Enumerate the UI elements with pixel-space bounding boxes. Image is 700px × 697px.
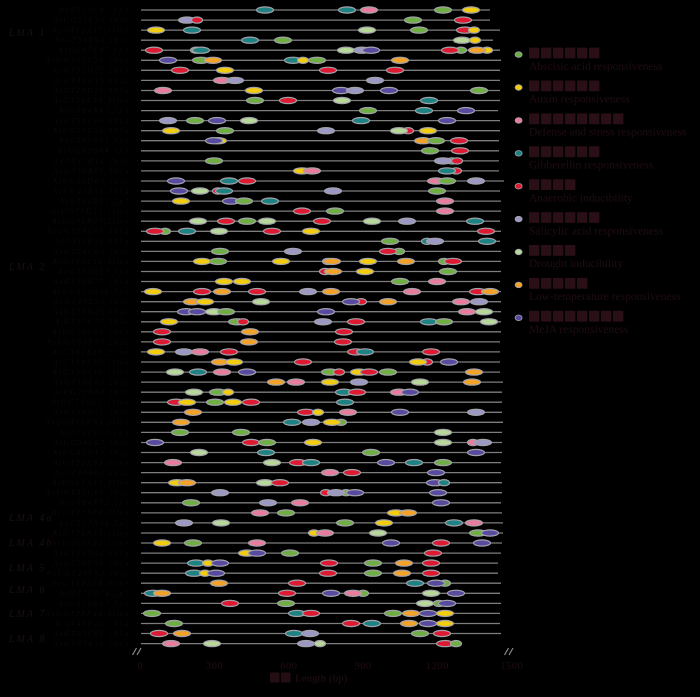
svg-text:AsGT78B74.2p1: AsGT78B74.2p1 xyxy=(58,589,130,598)
svg-text:LMA 6: LMA 6 xyxy=(8,585,46,596)
svg-text:AeGT18B82.301a: AeGT18B82.301a xyxy=(52,166,130,175)
svg-text:Anaerobic inducibility: Anaerobic inducibility xyxy=(529,192,633,204)
svg-text:AtUG67E45.1p1: AtUG67E45.1p1 xyxy=(57,46,130,55)
svg-text:AsUGT58E69.301a: AsUGT58E69.301a xyxy=(45,227,130,236)
svg-text:AsGT21D22.201a: AsGT21D22.201a xyxy=(52,66,130,75)
svg-text:AtUG70G62.1like: AtUG70G62.1like xyxy=(50,398,130,407)
svg-text:AtGT35F93.3b2c: AtGT35F93.3b2c xyxy=(54,36,130,45)
svg-text:AtUG45D41.1b2c: AtUG45D41.1b2c xyxy=(52,448,130,457)
svg-text:AeGT19E40.2b2c: AeGT19E40.2b2c xyxy=(52,378,130,387)
svg-text:AsGT90A39.1like: AsGT90A39.1like xyxy=(51,368,130,377)
svg-text:900: 900 xyxy=(354,661,371,672)
svg-text:AtGT25D20.301a: AtGT25D20.301a xyxy=(52,86,130,95)
svg-text:AtGT22A93.3like: AtGT22A93.3like xyxy=(52,458,130,467)
svg-text:AtGT94F72.1p1: AtGT94F72.1p1 xyxy=(59,498,130,507)
svg-text:LMA 4a: LMA 4a xyxy=(8,513,53,524)
svg-text:AtGT64E61.2p1: AtGT64E61.2p1 xyxy=(59,197,130,206)
svg-text:0: 0 xyxy=(137,661,143,672)
svg-text:AsUGT12A56.2p1: AsUGT12A56.2p1 xyxy=(51,287,130,296)
svg-text:AtUG79B83.3b2c: AtUG79B83.3b2c xyxy=(52,388,130,397)
svg-text:AtUG79G98.101a: AtUG79G98.101a xyxy=(51,327,130,336)
svg-text:AeGT17B14.2b2c: AeGT17B14.2b2c xyxy=(52,156,130,165)
svg-text:AsGT43E32.3like: AsGT43E32.3like xyxy=(51,257,130,266)
svg-text:LMA 2: LMA 2 xyxy=(8,262,46,273)
svg-text:LMA 4b: LMA 4b xyxy=(8,538,53,549)
svg-text:AeGT37A84.3like: AeGT37A84.3like xyxy=(51,508,130,517)
svg-text:AsGT13A37.1like: AsGT13A37.1like xyxy=(51,26,130,35)
svg-text:AeGT30E77.101a: AeGT30E77.101a xyxy=(52,277,130,286)
svg-text:AtUG75D21.1like: AtUG75D21.1like xyxy=(50,207,130,216)
svg-text:AeGT91E87.1p1: AeGT91E87.1p1 xyxy=(57,267,130,276)
svg-text:AsGT58C68.301a: AsGT58C68.301a xyxy=(52,116,130,125)
svg-text:300: 300 xyxy=(206,661,223,672)
svg-text:AtUG61A82.1like: AtUG61A82.1like xyxy=(51,538,130,547)
svg-text:AtUG57C36.301a: AtUG57C36.301a xyxy=(52,126,130,135)
svg-text:AsGT40B62.2b2c: AsGT40B62.2b2c xyxy=(53,468,130,477)
svg-text:AeGT17A84.2p1: AeGT17A84.2p1 xyxy=(57,518,130,527)
svg-text:600: 600 xyxy=(280,661,297,672)
svg-text:Abscisic acid responsiveness: Abscisic acid responsiveness xyxy=(529,61,663,73)
svg-text:AeGT36F50.101a: AeGT36F50.101a xyxy=(52,559,130,568)
svg-text:AsUGT79F48.3like: AsUGT79F48.3like xyxy=(44,609,130,618)
svg-text:AsGT40E20.1b2c: AsGT40E20.1b2c xyxy=(53,297,130,306)
svg-text:AtGT56E34.3like: AtGT56E34.3like xyxy=(52,96,130,105)
svg-text:AtUG90B97.2like: AtUG90B97.2like xyxy=(51,217,130,226)
svg-text:LMA 5: LMA 5 xyxy=(8,563,46,574)
svg-text:AeGT19A68.3like: AeGT19A68.3like xyxy=(51,579,130,588)
svg-text:MeJA responsiveness: MeJA responsiveness xyxy=(529,324,629,336)
svg-text:AsUGT43G68.2b2c: AsUGT43G68.2b2c xyxy=(45,488,130,497)
svg-text:AtUG93D60.3b2c: AtUG93D60.3b2c xyxy=(52,176,130,185)
svg-text:AtGT48F23.101a: AtGT48F23.101a xyxy=(53,619,130,628)
svg-text:AtGT80B85.1like: AtGT80B85.1like xyxy=(52,357,130,366)
svg-text:AtUG43B41.301a: AtUG43B41.301a xyxy=(52,186,130,195)
svg-text:AsUGT95F57.2b2c: AsUGT95F57.2b2c xyxy=(46,337,130,346)
svg-text:AsGT75A33.1like: AsGT75A33.1like xyxy=(51,528,130,537)
svg-text:AsUGT53C29.101a: AsUGT53C29.101a xyxy=(45,56,130,65)
svg-text:AtGT43G15.3b2c: AtGT43G15.3b2c xyxy=(53,76,130,85)
svg-text:Salicylic acid responsiveness: Salicylic acid responsiveness xyxy=(529,225,664,237)
svg-text:AsUGT26F92.2b2c: AsUGT26F92.2b2c xyxy=(46,569,130,578)
svg-text:AtUG61A31.2like: AtUG61A31.2like xyxy=(51,478,130,487)
svg-text:1500: 1500 xyxy=(500,661,523,672)
svg-text:LMA 7: LMA 7 xyxy=(8,609,46,620)
svg-text:AtGT20D94.301a: AtGT20D94.301a xyxy=(52,549,130,558)
svg-text:Auxin responsiveness: Auxin responsiveness xyxy=(529,94,630,106)
svg-text:AsGT94D55.2b2c: AsGT94D55.2b2c xyxy=(52,408,130,417)
svg-text:AsUGT16F93.3like: AsUGT16F93.3like xyxy=(44,418,130,427)
svg-text:LMA 8: LMA 8 xyxy=(8,634,46,645)
svg-text:Length (bp): Length (bp) xyxy=(295,673,348,685)
svg-text:AtGT11F24.301a: AtGT11F24.301a xyxy=(54,237,130,246)
svg-text:1200: 1200 xyxy=(426,661,449,672)
svg-text:AsGT61F53.1p1: AsGT61F53.1p1 xyxy=(58,428,130,437)
svg-text:AtUG23F79.1b2c: AtUG23F79.1b2c xyxy=(52,16,130,25)
svg-text:AeGT18B57.2p1: AeGT18B57.2p1 xyxy=(57,599,130,608)
svg-text:AeGT87B53.101a: AeGT87B53.101a xyxy=(52,639,130,648)
svg-text:AeGT24C65.1b2c: AeGT24C65.1b2c xyxy=(52,247,130,256)
svg-text:AtUG34E67.1b2c: AtUG34E67.1b2c xyxy=(52,438,130,447)
svg-text:AtUG69D44.3p1: AtUG69D44.3p1 xyxy=(57,146,130,155)
svg-text:AtGT31C77.3b2c: AtGT31C77.3b2c xyxy=(53,317,130,326)
svg-text:AsGT23F80.101a: AsGT23F80.101a xyxy=(52,629,130,638)
svg-text:AsGT78G26.1b2c: AsGT78G26.1b2c xyxy=(52,307,130,316)
svg-text:AsGT13F45.1p1: AsGT13F45.1p1 xyxy=(58,5,130,14)
svg-text:Drought inducibility: Drought inducibility xyxy=(529,258,623,270)
svg-text:AsGT41B18.2like: AsGT41B18.2like xyxy=(51,347,130,356)
svg-text:LMA 1: LMA 1 xyxy=(8,28,46,39)
svg-text:AsGT94B47.1p1: AsGT94B47.1p1 xyxy=(58,106,130,115)
svg-text:Defense and stress responsiven: Defense and stress responsiveness xyxy=(529,127,687,139)
svg-text:Low-temperature responsiveness: Low-temperature responsiveness xyxy=(529,291,681,303)
svg-text:AsGT87F31.3p1: AsGT87F31.3p1 xyxy=(58,136,130,145)
svg-text:Gibberellin responsiveness: Gibberellin responsiveness xyxy=(529,160,654,172)
